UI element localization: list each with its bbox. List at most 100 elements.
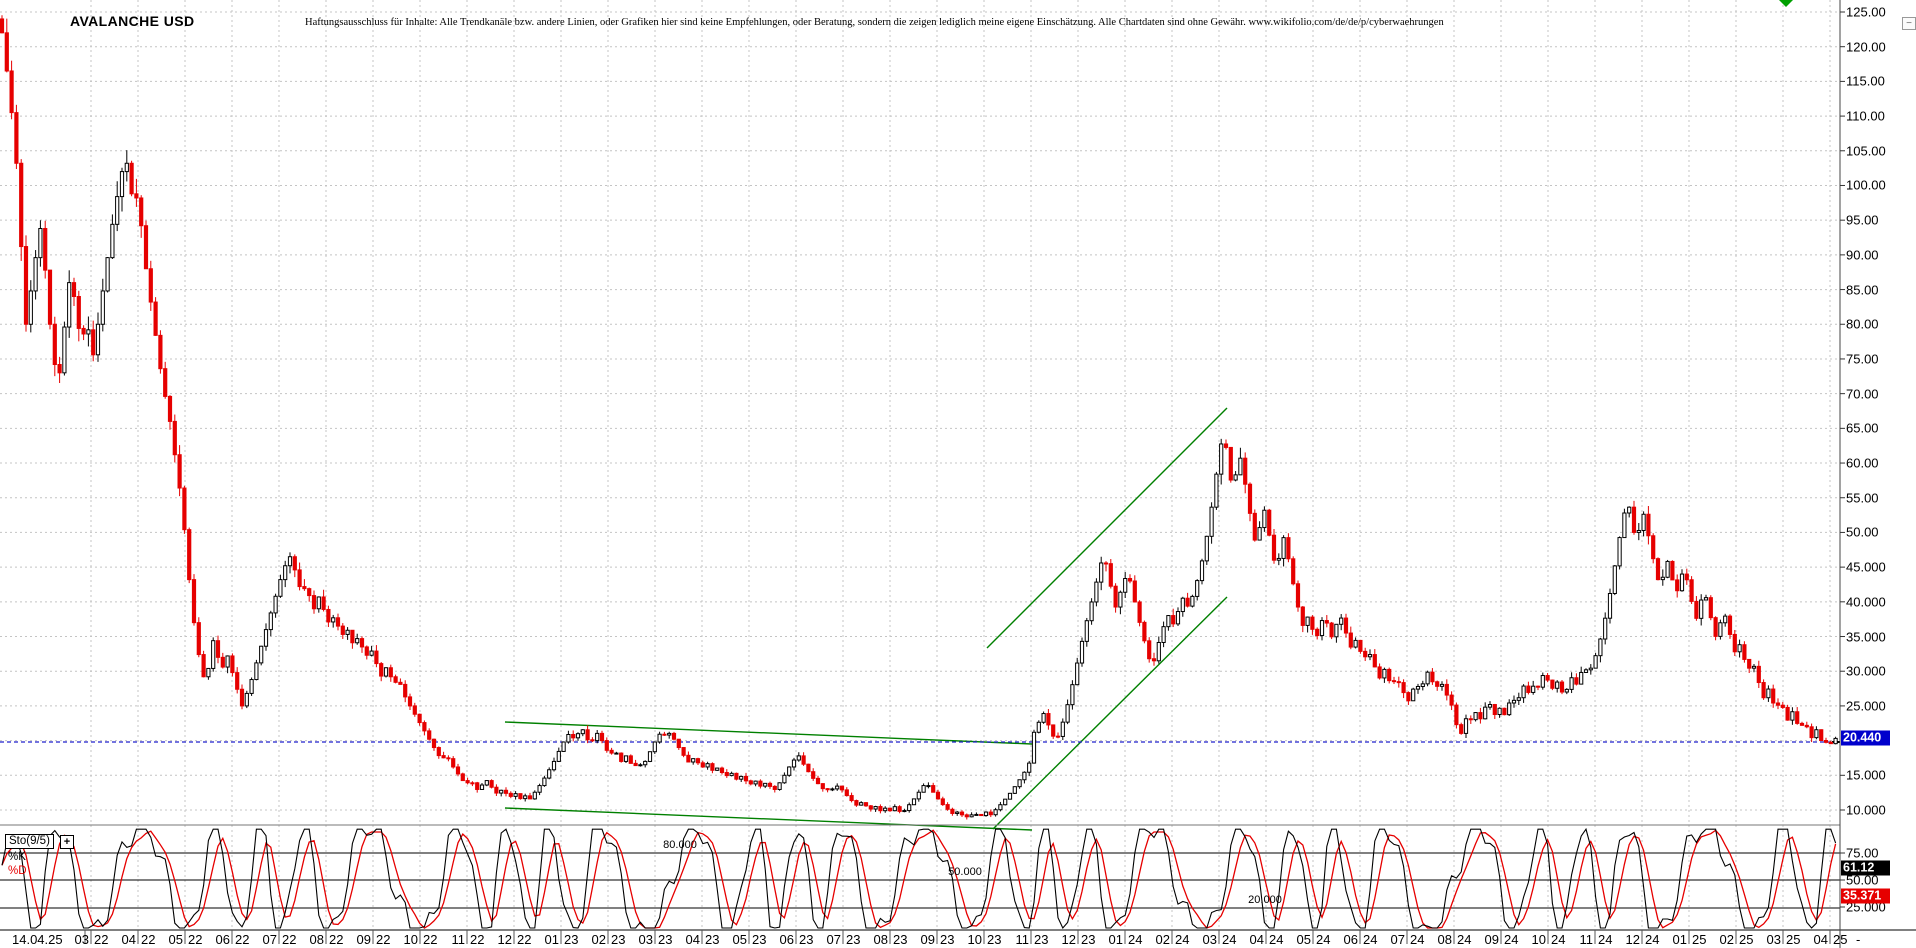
axis-year-label: 25 [1739,932,1754,947]
axis-month-label: 08 [873,932,888,947]
axis-month-label: 06 [1343,932,1358,947]
axis-month-label: 05 [1296,932,1311,947]
axis-year-label: 24 [1504,932,1519,947]
axis-trailing-dash: - [1856,932,1861,947]
axis-month-label: 07 [262,932,277,947]
axis-month-label: 01 [1672,932,1687,947]
price-axis-label: 80.00 [1846,316,1879,332]
price-axis-label: 25.000 [1846,698,1886,714]
axis-year-label: 22 [235,932,250,947]
trend-arrow-marker [1779,0,1793,7]
stochastic-d-label: %D [8,865,27,877]
axis-year-label: 23 [1081,932,1096,947]
axis-year-label: 23 [705,932,720,947]
axis-month-label: 10 [1531,932,1546,947]
price-axis-label: 30.000 [1846,663,1886,679]
axis-year-label: 22 [423,932,438,947]
axis-year-label: 23 [1034,932,1049,947]
price-axis-label: 115.00 [1846,73,1885,89]
ascending-channel-upper [986,407,1228,649]
axis-year-label: 25 [1692,932,1707,947]
price-axis-label: 110.00 [1846,108,1885,124]
axis-month-label: 11 [1015,932,1030,947]
axis-month-label: 07 [826,932,841,947]
axis-month-label: 02 [591,932,606,947]
indicator-expand-button[interactable]: + [60,835,74,849]
price-axis-label: 70.00 [1846,386,1879,402]
axis-year-label: 22 [329,932,344,947]
axis-year-label: 24 [1598,932,1613,947]
axis-current-date: 14.04.25 [12,932,63,947]
sto-axis-label: 50.00 [1846,872,1879,888]
axis-month-label: 12 [497,932,512,947]
axis-year-label: 25 [1786,932,1801,947]
axis-month-label: 01 [544,932,559,947]
axis-year-label: 22 [517,932,532,947]
axis-year-label: 23 [987,932,1002,947]
axis-month-label: 03 [638,932,653,947]
sto-level-label: 50.000 [948,866,982,878]
price-axis-label: 65.00 [1846,420,1879,436]
axis-month-label: 09 [920,932,935,947]
axis-month-label: 02 [1155,932,1170,947]
axis-year-label: 23 [940,932,955,947]
sto-level-label: 20.000 [1248,894,1282,906]
page-title: AVALANCHE USD [70,13,195,29]
axis-year-label: 24 [1645,932,1660,947]
axis-month-label: 04 [121,932,136,947]
price-axis-label: 60.00 [1846,455,1879,471]
price-axis-label: 100.00 [1846,177,1886,193]
price-axis-label: 90.00 [1846,247,1879,263]
price-axis-label: 95.00 [1846,212,1879,228]
axis-month-label: 11 [451,932,466,947]
axis-month-label: 05 [732,932,747,947]
axis-year-label: 22 [470,932,485,947]
axis-year-label: 24 [1551,932,1566,947]
sto-level-label: 80.000 [663,839,697,851]
axis-month-label: 12 [1061,932,1076,947]
price-axis-label: 125.00 [1846,4,1886,20]
sto-axis-label: 75.00 [1846,845,1879,861]
axis-year-label: 22 [188,932,203,947]
axis-month-label: 04 [1249,932,1264,947]
sto-d-value-badge: 35.371 [1841,888,1890,904]
axis-year-label: 24 [1457,932,1472,947]
axis-month-label: 06 [215,932,230,947]
axis-month-label: 04 [1813,932,1828,947]
collapse-button[interactable]: − [1902,17,1916,30]
axis-month-label: 05 [168,932,183,947]
axis-year-label: 24 [1269,932,1284,947]
axis-year-label: 24 [1175,932,1190,947]
price-axis-label: 105.00 [1846,143,1886,159]
axis-year-label: 23 [611,932,626,947]
axis-year-label: 22 [94,932,109,947]
indicator-label: Sto(9/5) [5,834,54,849]
axis-year-label: 24 [1363,932,1378,947]
disclaimer-text: Haftungsausschluss für Inhalte: Alle Tre… [305,17,1444,28]
axis-year-label: 23 [564,932,579,947]
axis-year-label: 22 [376,932,391,947]
axis-year-label: 23 [846,932,861,947]
axis-month-label: 11 [1579,932,1594,947]
axis-month-label: 06 [779,932,794,947]
axis-year-label: 23 [799,932,814,947]
ascending-channel-lower [992,596,1228,830]
axis-month-label: 08 [1437,932,1452,947]
axis-year-label: 23 [893,932,908,947]
axis-year-label: 22 [282,932,297,947]
axis-month-label: 12 [1625,932,1640,947]
axis-month-label: 09 [356,932,371,947]
axis-month-label: 08 [309,932,324,947]
price-axis-label: 120.00 [1846,39,1886,55]
stochastic-k-line [1,827,1837,929]
price-axis-label: 50.00 [1846,524,1879,540]
price-axis-label: 10.000 [1846,802,1886,818]
axis-month-label: 02 [1719,932,1734,947]
descending-channel-upper [504,721,1033,745]
axis-month-label: 07 [1390,932,1405,947]
axis-month-label: 04 [685,932,700,947]
axis-year-label: 23 [752,932,767,947]
price-axis-label: 15.000 [1846,767,1886,783]
